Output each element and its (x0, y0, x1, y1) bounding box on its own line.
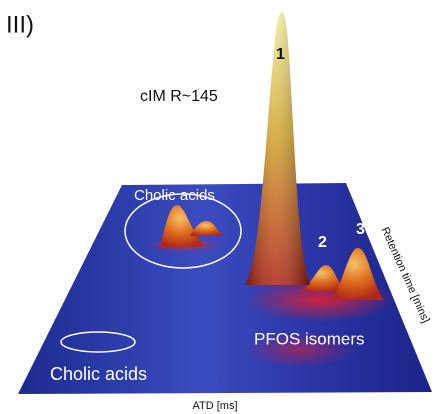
intensity-glow (245, 332, 355, 368)
peak (330, 248, 384, 300)
x-axis-label: ATD [ms] (192, 400, 237, 412)
highlight-ellipse (60, 331, 136, 353)
annotation: PFOS isomers (254, 329, 365, 348)
annotation: Cholic acids (50, 364, 147, 384)
peak (300, 265, 346, 292)
resolution-label: cIM R~145 (140, 88, 218, 105)
highlight-ellipse (124, 193, 242, 269)
peak-label: 3 (356, 221, 365, 238)
peak (160, 205, 205, 248)
panel-label: III) (6, 11, 34, 38)
peak-label: 2 (318, 234, 327, 251)
peak-label: 1 (276, 46, 285, 63)
annotation: Cholic acids (134, 187, 215, 204)
surface-plot (18, 11, 432, 394)
main-peak-shade (245, 11, 310, 285)
peak (190, 220, 224, 236)
